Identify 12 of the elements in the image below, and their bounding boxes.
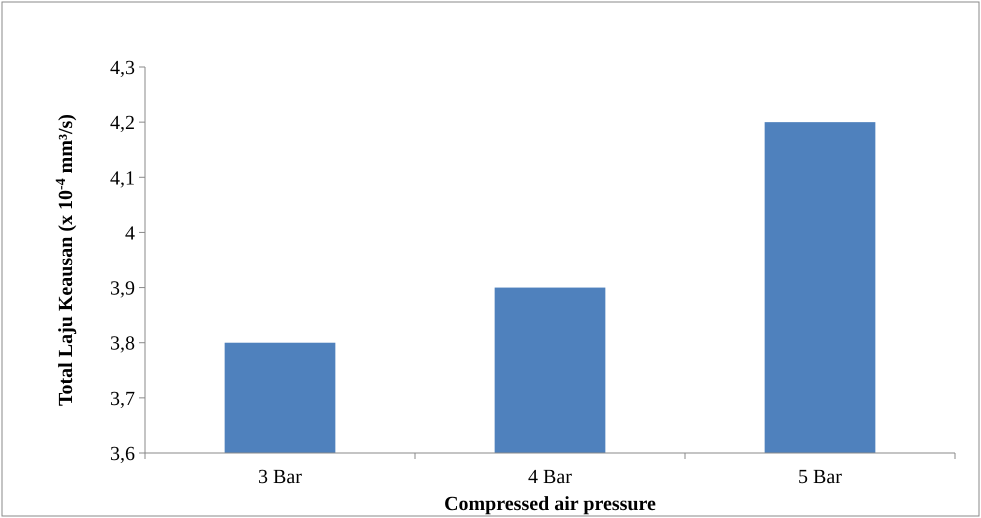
x-axis-title: Compressed air pressure <box>444 493 656 515</box>
y-tick-label: 3,6 <box>110 443 135 465</box>
x-tick-label: 5 Bar <box>798 466 842 488</box>
y-tick-label: 4,3 <box>110 57 135 79</box>
y-tick-label: 3,9 <box>110 278 135 300</box>
y-tick-label: 3,7 <box>110 388 135 410</box>
x-tick-label: 3 Bar <box>258 466 302 488</box>
x-tick-label: 4 Bar <box>528 466 572 488</box>
y-tick-label: 3,8 <box>110 332 135 355</box>
y-tick-label: 4,2 <box>110 112 135 134</box>
y-tick-label: 4,1 <box>110 167 135 190</box>
y-tick-label: 4 <box>125 222 135 244</box>
